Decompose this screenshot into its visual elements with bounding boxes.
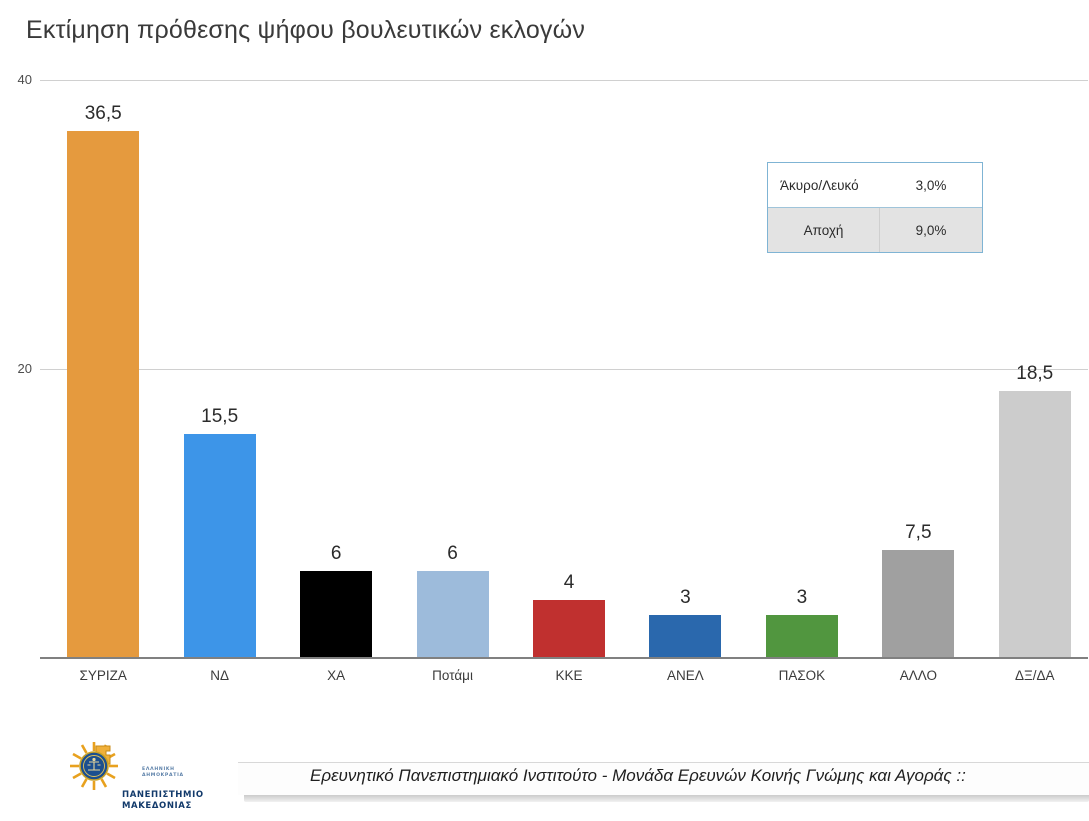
bar[interactable]: [183, 434, 256, 658]
logo-micro-line-1: ΕΛΛΗΝΙΚΗ: [142, 767, 175, 772]
bar[interactable]: [649, 614, 722, 658]
bar-slot: 6: [300, 80, 373, 658]
bar-value-label: 6: [447, 543, 458, 565]
university-emblem-icon: [70, 742, 118, 790]
x-axis-tick-label: ΔΞ/ΔΑ: [1014, 668, 1055, 683]
x-axis-tick-label: ΧΑ: [327, 668, 346, 683]
bar-value-label: 15,5: [201, 406, 239, 428]
bar[interactable]: [882, 549, 955, 658]
chart-plot-area: 36,5 15,5 6 6 4 3 3 7,5 18,5 ΣΥΡΙΖΑ ΝΔ ΧΑ Ποτάμι ΚΚΕ…: [40, 80, 1088, 683]
table-cell-value: 9,0%: [915, 222, 947, 238]
bar-value-label: 6: [330, 543, 342, 565]
banner-body: [238, 762, 1089, 795]
footer-banner: Ερευνητικό Πανεπιστημιακό Ινστιτούτο - Μ…: [238, 762, 1089, 806]
bar[interactable]: [533, 600, 605, 658]
table-row: Άκυρο/Λευκό 3,0%: [768, 163, 982, 207]
x-axis-line: [40, 657, 1088, 659]
bar-slot: 3: [765, 80, 838, 658]
bar-value-label: 4: [563, 572, 575, 594]
table-cell-label: Άκυρο/Λευκό: [780, 177, 859, 193]
table-row: Αποχή 9,0%: [768, 207, 982, 252]
bar-value-label: 18,5: [1016, 362, 1054, 384]
bar[interactable]: [416, 571, 489, 658]
logo-caption-line-1: ΠΑΝΕΠΙΣΤΗΜΙΟ: [122, 790, 204, 800]
bar-value-label: 7,5: [905, 521, 932, 543]
x-axis-tick-label: ΠΑΣΟΚ: [778, 668, 826, 683]
logo-micro-line-2: ΔΗΜΟΚΡΑΤΙΑ: [142, 773, 184, 778]
table-cell-value: 3,0%: [915, 177, 947, 193]
table-cell-label: Αποχή: [768, 208, 880, 252]
annotation-table: Άκυρο/Λευκό 3,0% Αποχή 9,0%: [767, 162, 983, 253]
bar-value-label: 3: [796, 586, 808, 608]
bar-value-label: 36,5: [84, 102, 122, 124]
bar-value-label: 3: [680, 586, 691, 608]
logo-caption-line-2: ΜΑΚΕΔΟΝΙΑΣ: [122, 801, 192, 811]
y-axis-tick-label: 40: [17, 72, 32, 87]
y-axis-tick-label: 20: [17, 361, 32, 376]
bar-slot: 15,5: [183, 80, 256, 658]
x-axis-tick-label: ΚΚΕ: [555, 668, 583, 683]
bar-slot: 36,5: [67, 80, 140, 658]
x-axis-tick-label: ΣΥΡΙΖΑ: [79, 668, 127, 683]
bar-slot: 18,5: [998, 80, 1071, 658]
x-axis-tick-label: ΑΝΕΛ: [667, 668, 704, 683]
bar-slot: 4: [533, 80, 605, 658]
bar[interactable]: [300, 571, 373, 658]
gridline: [40, 80, 1088, 81]
bar[interactable]: [67, 130, 140, 658]
bar-slot: 3: [649, 80, 722, 658]
x-axis-tick-label: ΝΔ: [210, 668, 230, 683]
university-logo: ΕΛΛΗΝΙΚΗ ΔΗΜΟΚΡΑΤΙΑ ΠΑΝΕΠΙΣΤΗΜΙΟ ΜΑΚΕΔΟΝ…: [64, 742, 204, 816]
footer-attribution-text: Ερευνητικό Πανεπιστημιακό Ινστιτούτο - Μ…: [310, 766, 966, 785]
bar-slot: 7,5: [882, 80, 955, 658]
bar[interactable]: [765, 614, 838, 658]
x-axis-tick-label: ΑΛΛΟ: [899, 668, 937, 683]
page-title: Εκτίμηση πρόθεσης ψήφου βουλευτικών εκλο…: [26, 16, 586, 44]
gridline: [40, 369, 1088, 370]
x-axis-tick-label: Ποτάμι: [432, 668, 473, 683]
bar-slot: 6: [416, 80, 489, 658]
bar[interactable]: [998, 390, 1071, 658]
